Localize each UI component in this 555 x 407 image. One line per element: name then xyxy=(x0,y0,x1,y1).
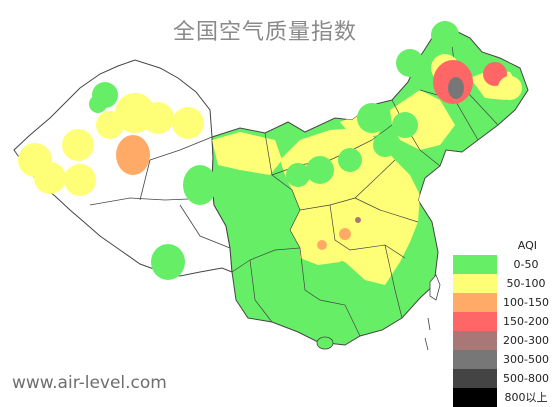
legend-label: 200-300 xyxy=(497,331,555,350)
pollution-hotspot-northeast xyxy=(433,60,473,104)
legend-label: 0-50 xyxy=(497,255,555,274)
legend-item: 800以上 xyxy=(453,388,555,407)
legend-item: 300-500 xyxy=(453,350,555,369)
taiwan-island xyxy=(429,274,441,301)
legend-swatch xyxy=(453,312,497,331)
legend-swatch xyxy=(453,255,497,274)
legend-label: 800以上 xyxy=(497,388,555,407)
west-station-circles xyxy=(18,82,217,280)
page-title: 全国空气质量指数 xyxy=(172,20,357,45)
aqi-legend: AQI 0-50 50-100 100-150 150-200 200-300 … xyxy=(453,236,555,407)
legend-label: 150-200 xyxy=(497,312,555,331)
legend-label: 500-800 xyxy=(497,369,555,388)
province-borders-west xyxy=(89,136,231,249)
legend-item: 500-800 xyxy=(453,369,555,388)
legend-swatch xyxy=(453,331,497,350)
legend-label: 50-100 xyxy=(497,274,555,293)
legend-item: 200-300 xyxy=(453,331,555,350)
south-sea-line xyxy=(424,317,431,351)
legend-item: 150-200 xyxy=(453,312,555,331)
legend-title: AQI xyxy=(517,239,537,252)
legend-item: 100-150 xyxy=(453,293,555,312)
legend-swatch xyxy=(453,388,497,407)
hainan-island xyxy=(316,336,334,350)
legend-swatch xyxy=(453,350,497,369)
site-watermark: www.air-level.com xyxy=(12,373,167,393)
legend-swatch xyxy=(453,369,497,388)
legend-swatch xyxy=(453,293,497,312)
legend-item: 50-100 xyxy=(453,274,555,293)
legend-item: 0-50 xyxy=(453,255,555,274)
central-hotspots xyxy=(317,217,361,250)
legend-swatch xyxy=(453,274,497,293)
legend-label: 100-150 xyxy=(497,293,555,312)
legend-label: 300-500 xyxy=(497,350,555,369)
